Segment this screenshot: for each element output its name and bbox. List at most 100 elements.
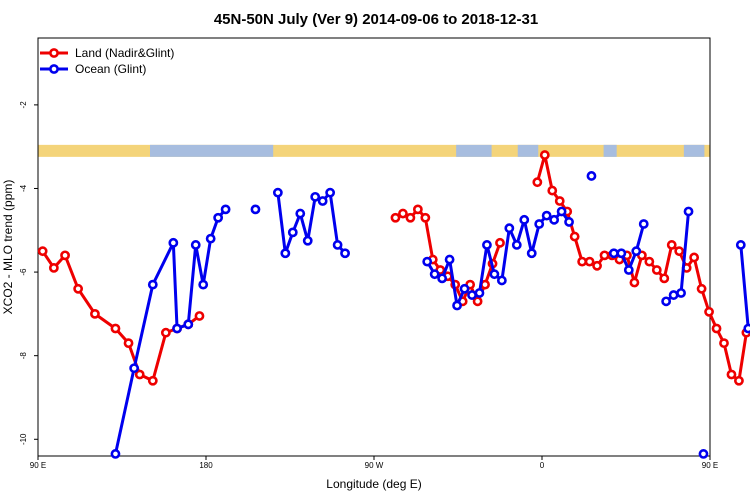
data-point [608, 248, 619, 259]
y-tick-label: -8 [19, 352, 28, 360]
series-line [739, 244, 750, 331]
data-point [519, 214, 530, 225]
data-point [272, 187, 283, 198]
data-point [295, 208, 306, 219]
data-point [332, 240, 343, 250]
data-point [390, 212, 401, 223]
x-tick-label: 90 E [30, 461, 46, 470]
strip-ocean [683, 144, 705, 157]
data-point [250, 204, 261, 215]
legend-label: Ocean (Glint) [75, 62, 146, 76]
y-tick-label: -4 [19, 184, 28, 192]
data-point [668, 290, 679, 300]
data-point [172, 323, 182, 334]
data-point [302, 235, 313, 246]
data-point [631, 246, 642, 257]
data-point [194, 311, 205, 321]
series-line [535, 153, 750, 383]
data-point [405, 212, 416, 223]
data-point [547, 185, 558, 196]
data-point [198, 279, 209, 290]
data-point [340, 248, 350, 259]
x-axis-label: Longitude (deg E) [326, 477, 421, 491]
plot-frame [37, 37, 711, 457]
legend: Land (Nadir&Glint) Ocean (Glint) [40, 46, 174, 76]
data-point [526, 248, 537, 259]
strip-ocean [603, 144, 617, 157]
data-point [569, 231, 580, 242]
data-point [623, 265, 634, 275]
data-point [698, 449, 709, 459]
data-point [190, 240, 201, 250]
legend-label: Land (Nadir&Glint) [75, 46, 174, 60]
data-point [704, 306, 714, 317]
data-point [711, 323, 722, 334]
data-point [213, 212, 224, 223]
data-point [549, 214, 560, 225]
data-point [110, 449, 121, 459]
data-point [134, 369, 145, 380]
data-point [420, 212, 431, 223]
data-point [310, 191, 321, 202]
data-point [90, 308, 100, 319]
data-point [689, 252, 700, 263]
data-point [495, 237, 505, 248]
data-point [317, 196, 328, 206]
data-point [592, 260, 602, 271]
land-ocean-strip [38, 144, 710, 157]
data-point [489, 269, 500, 280]
strip-ocean [517, 144, 539, 157]
data-point [534, 219, 545, 229]
data-point [674, 246, 685, 257]
data-point [147, 375, 158, 386]
data-point [577, 256, 588, 267]
data-point [554, 196, 565, 206]
series-0 [37, 150, 750, 386]
data-point [280, 248, 291, 259]
data-point [586, 171, 597, 181]
data-point [666, 240, 677, 250]
data-point [539, 150, 550, 160]
strip-ocean [150, 144, 274, 157]
data-point [37, 246, 48, 257]
legend-marker [49, 64, 59, 74]
legend-marker [49, 48, 59, 58]
series-1 [110, 171, 750, 459]
data-point [123, 338, 134, 349]
data-point [60, 250, 70, 261]
x-tick-label: 90 E [702, 461, 718, 470]
data-point [205, 233, 216, 244]
data-point [472, 296, 483, 307]
series-line [276, 191, 347, 255]
data-point [556, 206, 567, 217]
data-point [398, 208, 408, 219]
data-point [168, 237, 179, 248]
data-point [541, 210, 552, 221]
data-point [467, 290, 477, 300]
data-point [459, 283, 470, 294]
y-axis: -2 -4 -6 -8 -10 [19, 101, 38, 445]
y-tick-label: -6 [19, 268, 28, 276]
data-point [444, 254, 455, 265]
data-point [73, 283, 84, 294]
data-point [452, 300, 462, 311]
data-point [511, 240, 522, 250]
x-tick-label: 180 [199, 461, 213, 470]
data-point [429, 269, 440, 280]
chart-title: 45N-50N July (Ver 9) 2014-09-06 to 2018-… [214, 11, 538, 28]
data-point [743, 323, 750, 334]
data-point [629, 277, 640, 288]
data-point [638, 219, 649, 229]
data-point [564, 217, 574, 227]
data-point [287, 227, 298, 238]
data-point [532, 177, 543, 188]
data-point [661, 296, 672, 307]
data-point [584, 256, 595, 267]
data-point [183, 319, 194, 330]
data-point [422, 256, 433, 267]
data-point [676, 288, 686, 298]
data-point [129, 363, 140, 374]
data-point [726, 369, 737, 380]
y-tick-label: -10 [19, 433, 28, 445]
data-point [659, 273, 670, 284]
